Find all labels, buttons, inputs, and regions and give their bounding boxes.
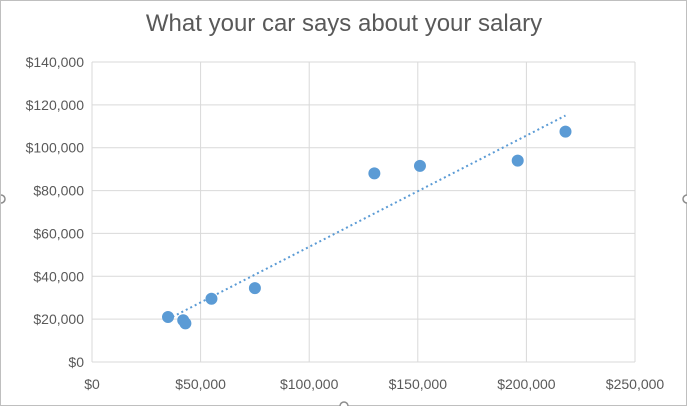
selection-handles[interactable] <box>1 194 687 406</box>
data-point <box>511 154 524 167</box>
resize-handle-right[interactable] <box>682 194 687 204</box>
trendline <box>167 114 566 321</box>
x-tick-label: $50,000 <box>175 376 226 392</box>
x-tick-label: $0 <box>84 376 100 392</box>
data-point <box>179 317 192 330</box>
data-point <box>205 292 218 305</box>
y-tick-label: $140,000 <box>26 54 85 70</box>
trendline-layer <box>167 114 566 321</box>
resize-handle-bottom[interactable] <box>339 401 349 406</box>
y-tick-label: $120,000 <box>26 97 85 113</box>
grid-lines <box>91 61 636 363</box>
data-points <box>162 125 572 330</box>
chart-title: What your car says about your salary <box>146 10 542 37</box>
data-point <box>248 282 261 295</box>
resize-handle-left[interactable] <box>1 194 6 204</box>
data-point <box>162 311 175 323</box>
x-tick-label: $100,000 <box>280 376 339 392</box>
y-tick-label: $80,000 <box>33 183 84 199</box>
x-tick-label: $250,000 <box>606 376 665 392</box>
y-tick-label: $40,000 <box>33 268 84 284</box>
x-tick-label: $200,000 <box>497 376 556 392</box>
x-tick-label: $150,000 <box>389 376 448 392</box>
y-tick-label: $0 <box>68 354 84 370</box>
y-tick-label: $20,000 <box>33 311 84 327</box>
data-point <box>559 125 572 138</box>
y-tick-label: $100,000 <box>26 140 85 156</box>
data-point <box>413 159 426 172</box>
axis-tick-labels: $0 $20,000 $40,000 $60,000 $80,000 $100,000 $1… <box>26 54 665 392</box>
y-tick-label: $60,000 <box>33 225 84 241</box>
data-point <box>368 167 381 180</box>
